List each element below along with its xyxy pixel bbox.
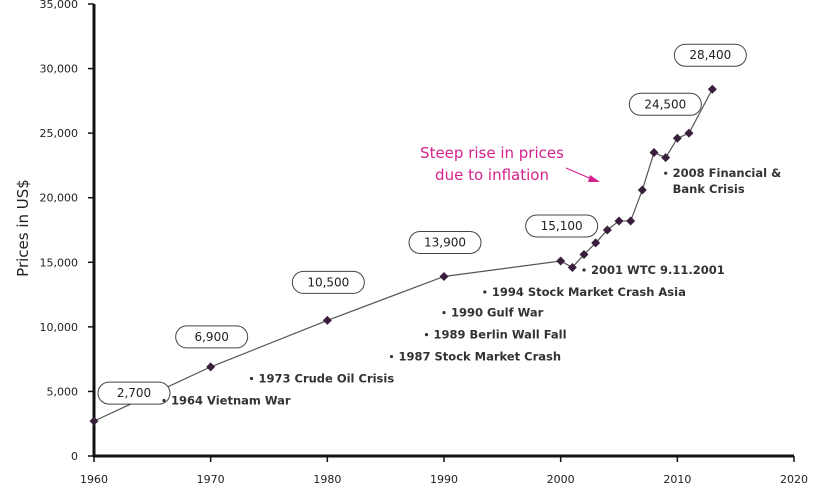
event-annotation: 1990 Gulf War (442, 306, 544, 320)
annotation-bullet (424, 333, 429, 337)
x-tick-label: 2000 (547, 473, 575, 486)
data-point-marker (672, 133, 682, 143)
annotations-layer: 1964 Vietnam War 1973 Crude Oil Crisis 198… (162, 166, 781, 407)
x-tick-label: 1990 (430, 473, 458, 486)
inflation-note-line-2: due to inflation (435, 166, 549, 184)
value-callout: 24,500 (628, 92, 702, 116)
callout-bubble (97, 381, 171, 405)
data-point-marker (637, 185, 647, 195)
value-callout: 2,700 (97, 381, 171, 405)
annotation-label: 2008 Financial & (673, 166, 781, 180)
callout-label: 13,900 (424, 235, 466, 249)
data-point-marker (707, 84, 717, 94)
series-line (93, 88, 713, 422)
y-tick-label: 0 (71, 450, 78, 463)
callout-bubble (673, 43, 747, 67)
event-annotation: 1989 Berlin Wall Fall (424, 328, 567, 342)
inflation-note: Steep rise in prices due to inflation (420, 144, 600, 184)
y-tick-label: 10,000 (40, 321, 79, 334)
value-callout: 15,100 (525, 214, 599, 238)
value-callout: 6,900 (175, 325, 249, 349)
y-tick-label: 30,000 (40, 63, 79, 76)
callout-label: 28,400 (689, 48, 731, 62)
annotation-bullet (162, 398, 166, 403)
callout-bubble (175, 325, 249, 349)
annotation-label: Bank Crisis (673, 182, 745, 196)
annotation-label: 1994 Stock Market Crash Asia (492, 285, 686, 299)
event-annotation: 2001 WTC 9.11.2001 (582, 263, 725, 277)
annotation-label: 1964 Vietnam War (171, 393, 291, 407)
x-axis-ticks: 1960 1970 1980 1990 2000 2010 2020 (80, 456, 808, 486)
annotation-label: 1973 Crude Oil Crisis (259, 372, 395, 386)
callout-bubble (628, 92, 702, 116)
event-annotation: 2008 Financial & Bank Crisis (664, 166, 781, 196)
data-point-marker (567, 262, 577, 272)
annotation-bullet (389, 354, 394, 359)
y-axis-ticks: 0 5,000 10,000 15,000 20,000 25,000 30,000 35,0… (40, 0, 94, 463)
data-point-marker (649, 148, 659, 158)
series-layer (89, 84, 717, 426)
annotation-bullet (664, 171, 668, 175)
data-point-marker (684, 128, 694, 138)
y-tick-label: 35,000 (40, 0, 79, 11)
y-tick-label: 25,000 (40, 127, 79, 140)
annotation-label: 1989 Berlin Wall Fall (434, 328, 567, 342)
callouts-layer: 2,700 6,900 10,500 13,900 15,100 24,500 28,400 (97, 43, 747, 405)
annotation-bullet (249, 376, 254, 381)
callout-bubble (408, 230, 482, 254)
data-point-marker (661, 153, 671, 163)
annotation-bullet (442, 311, 446, 315)
data-point-marker (626, 216, 636, 226)
data-point-marker (206, 362, 216, 372)
y-tick-label: 15,000 (40, 256, 79, 269)
callout-label: 2,700 (117, 386, 151, 400)
callout-bubble (291, 270, 365, 294)
annotation-label: 2001 WTC 9.11.2001 (591, 263, 725, 277)
x-tick-label: 2020 (780, 473, 808, 486)
data-point-marker (556, 256, 566, 266)
annotation-bullet (483, 290, 487, 294)
callout-bubble (525, 214, 599, 238)
y-axis-label: Prices in US$ (14, 179, 32, 277)
data-point-marker (579, 250, 589, 260)
inflation-note-line-1: Steep rise in prices (420, 144, 564, 162)
value-callout: 28,400 (673, 43, 747, 67)
data-point-marker (591, 238, 601, 248)
data-point-marker (322, 315, 332, 325)
value-callout: 13,900 (408, 230, 482, 254)
annotation-label: 1987 Stock Market Crash (399, 350, 562, 364)
event-annotation: 1964 Vietnam War (162, 393, 291, 407)
event-annotation: 1987 Stock Market Crash (389, 350, 562, 364)
data-point-marker (439, 271, 449, 281)
y-tick-label: 5,000 (47, 385, 79, 398)
data-point-marker (614, 216, 624, 226)
inflation-arrowhead (588, 175, 600, 182)
callout-label: 15,100 (541, 219, 583, 233)
annotation-label: 1990 Gulf War (451, 306, 544, 320)
data-point-marker (89, 416, 99, 426)
x-tick-label: 2010 (663, 473, 691, 486)
value-callout: 10,500 (291, 270, 365, 294)
callout-label: 24,500 (644, 97, 686, 111)
event-annotation: 1973 Crude Oil Crisis (249, 372, 395, 386)
annotation-bullet (582, 268, 586, 272)
event-annotation: 1994 Stock Market Crash Asia (483, 285, 686, 299)
callout-label: 10,500 (307, 275, 349, 289)
callout-label: 6,900 (194, 330, 228, 344)
x-tick-label: 1980 (313, 473, 341, 486)
y-tick-label: 20,000 (40, 192, 79, 205)
x-tick-label: 1970 (197, 473, 225, 486)
x-tick-label: 1960 (80, 473, 108, 486)
data-point-marker (602, 225, 612, 235)
axes (92, 4, 794, 458)
